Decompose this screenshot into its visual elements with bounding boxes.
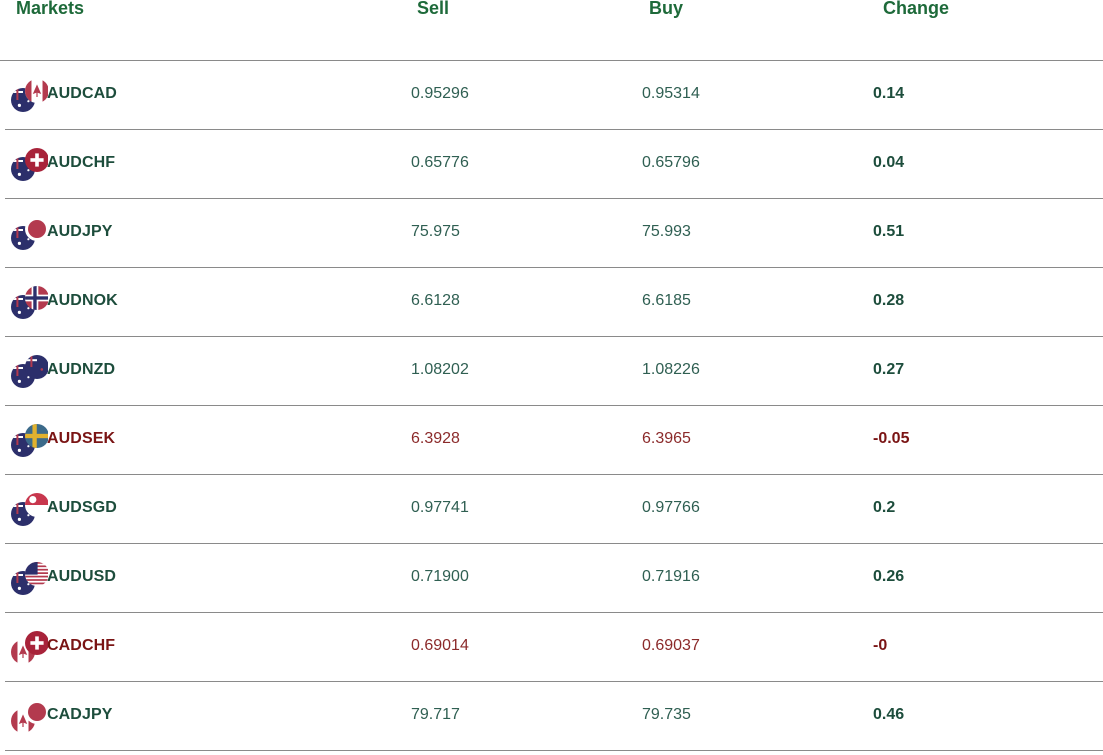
table-body: AUDCAD 0.95296 0.95314 0.14 AUDCHF 0.65776 0.6… [0,61,1103,751]
header-change[interactable]: Change [883,0,950,18]
sell-price: 75.975 [411,223,460,240]
buy-price: 75.993 [642,223,691,240]
change-value: 0.28 [873,292,905,309]
table-row[interactable]: AUDUSD 0.71900 0.71916 0.26 [5,544,1103,613]
buy-price: 6.3965 [642,430,691,447]
sell-price: 0.95296 [411,85,469,102]
pair-name: AUDSGD [47,499,117,516]
change-value: 0.46 [873,706,905,723]
buy-price: 0.71916 [642,568,700,585]
change-value: -0.05 [873,430,910,447]
pair-name: AUDNZD [47,361,116,378]
sell-price: 0.65776 [411,154,469,171]
buy-price: 0.69037 [642,637,700,654]
table-row[interactable]: AUDSGD 0.97741 0.97766 0.2 [5,475,1103,544]
change-value: -0 [873,637,888,654]
sell-price: 0.69014 [411,637,469,654]
change-value: 0.51 [873,223,905,240]
pair-name: CADJPY [47,706,113,723]
table-row[interactable]: AUDCHF 0.65776 0.65796 0.04 [5,130,1103,199]
table-row[interactable]: AUDNOK 6.6128 6.6185 0.28 [5,268,1103,337]
buy-price: 0.95314 [642,85,700,102]
sell-price: 6.6128 [411,292,460,309]
buy-price: 0.97766 [642,499,700,516]
header-buy[interactable]: Buy [649,0,684,18]
currency-pair-flags [10,78,48,114]
currency-pair-flags [10,423,48,459]
table-row[interactable]: AUDNZD 1.08202 1.08226 0.27 [5,337,1103,406]
currency-pair-flags [10,699,48,735]
pair-name: AUDCAD [47,85,117,102]
buy-price: 1.08226 [642,361,700,378]
buy-price: 0.65796 [642,154,700,171]
currency-pair-flags [10,492,48,528]
currency-pair-flags [10,630,48,666]
change-value: 0.04 [873,154,905,171]
sell-price: 1.08202 [411,361,469,378]
header-markets[interactable]: Markets [16,0,85,18]
currency-pair-flags [10,216,48,252]
pair-name: AUDNOK [47,292,118,309]
table-header: Markets Sell Buy Change [0,0,1103,61]
buy-price: 6.6185 [642,292,691,309]
table-row[interactable]: AUDCAD 0.95296 0.95314 0.14 [5,61,1103,130]
change-value: 0.27 [873,361,905,378]
sell-price: 6.3928 [411,430,460,447]
table-row[interactable]: AUDJPY 75.975 75.993 0.51 [5,199,1103,268]
currency-pair-flags [10,354,48,390]
sell-price: 79.717 [411,706,460,723]
currency-pair-flags [10,285,48,321]
table-row[interactable]: CADJPY 79.717 79.735 0.46 [5,682,1103,751]
change-value: 0.26 [873,568,905,585]
currency-pair-flags [10,561,48,597]
sell-price: 0.97741 [411,499,469,516]
pair-name: CADCHF [47,637,116,654]
sell-price: 0.71900 [411,568,469,585]
buy-price: 79.735 [642,706,691,723]
change-value: 0.2 [873,499,896,516]
header-sell[interactable]: Sell [417,0,450,18]
pair-name: AUDCHF [47,154,116,171]
pair-name: AUDSEK [47,430,116,447]
table-row[interactable]: AUDSEK 6.3928 6.3965 -0.05 [5,406,1103,475]
pair-name: AUDUSD [47,568,117,585]
pair-name: AUDJPY [47,223,113,240]
currency-pair-flags [10,147,48,183]
table-row[interactable]: CADCHF 0.69014 0.69037 -0 [5,613,1103,682]
change-value: 0.14 [873,85,905,102]
